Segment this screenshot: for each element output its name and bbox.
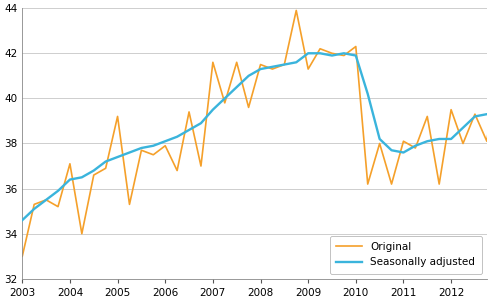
Seasonally adjusted	[103, 160, 109, 163]
Seasonally adjusted	[317, 51, 323, 55]
Seasonally adjusted	[388, 149, 394, 152]
Original	[198, 164, 204, 168]
Seasonally adjusted	[19, 218, 25, 222]
Original	[341, 54, 347, 57]
Seasonally adjusted	[305, 51, 311, 55]
Original	[210, 60, 216, 64]
Seasonally adjusted	[222, 97, 228, 100]
Seasonally adjusted	[448, 137, 454, 141]
Seasonally adjusted	[127, 151, 133, 154]
Original	[448, 108, 454, 111]
Seasonally adjusted	[210, 108, 216, 111]
Seasonally adjusted	[365, 92, 371, 96]
Seasonally adjusted	[281, 63, 287, 66]
Original	[293, 9, 299, 12]
Original	[353, 45, 359, 48]
Original	[424, 115, 430, 118]
Original	[484, 140, 490, 143]
Original	[258, 63, 264, 66]
Seasonally adjusted	[353, 54, 359, 57]
Seasonally adjusted	[424, 140, 430, 143]
Line: Seasonally adjusted: Seasonally adjusted	[22, 53, 491, 220]
Seasonally adjusted	[55, 189, 61, 193]
Seasonally adjusted	[138, 146, 144, 150]
Seasonally adjusted	[377, 137, 382, 141]
Original	[103, 166, 109, 170]
Original	[127, 203, 133, 206]
Original	[460, 142, 466, 145]
Original	[174, 169, 180, 172]
Seasonally adjusted	[246, 74, 251, 78]
Seasonally adjusted	[401, 151, 407, 154]
Original	[150, 153, 156, 156]
Original	[67, 162, 73, 165]
Seasonally adjusted	[186, 128, 192, 132]
Original	[365, 182, 371, 186]
Seasonally adjusted	[329, 54, 335, 57]
Seasonally adjusted	[460, 126, 466, 130]
Original	[91, 173, 97, 177]
Seasonally adjusted	[174, 135, 180, 139]
Original	[329, 51, 335, 55]
Original	[43, 198, 49, 202]
Original	[270, 67, 275, 71]
Original	[222, 101, 228, 105]
Original	[138, 149, 144, 152]
Original	[317, 47, 323, 50]
Line: Original: Original	[22, 11, 491, 256]
Original	[388, 182, 394, 186]
Original	[305, 67, 311, 71]
Seasonally adjusted	[341, 51, 347, 55]
Seasonally adjusted	[472, 115, 478, 118]
Seasonally adjusted	[79, 175, 85, 179]
Original	[412, 146, 418, 150]
Legend: Original, Seasonally adjusted: Original, Seasonally adjusted	[330, 236, 482, 274]
Seasonally adjusted	[31, 207, 37, 211]
Seasonally adjusted	[293, 60, 299, 64]
Original	[472, 112, 478, 116]
Seasonally adjusted	[436, 137, 442, 141]
Seasonally adjusted	[258, 67, 264, 71]
Seasonally adjusted	[198, 121, 204, 125]
Seasonally adjusted	[162, 140, 168, 143]
Original	[377, 142, 382, 145]
Original	[401, 140, 407, 143]
Seasonally adjusted	[91, 169, 97, 172]
Seasonally adjusted	[67, 178, 73, 182]
Seasonally adjusted	[234, 85, 240, 89]
Original	[281, 63, 287, 66]
Seasonally adjusted	[43, 198, 49, 202]
Original	[79, 232, 85, 236]
Original	[55, 205, 61, 208]
Original	[234, 60, 240, 64]
Seasonally adjusted	[270, 65, 275, 69]
Original	[114, 115, 120, 118]
Original	[246, 106, 251, 109]
Original	[436, 182, 442, 186]
Original	[162, 144, 168, 148]
Seasonally adjusted	[412, 144, 418, 148]
Seasonally adjusted	[114, 155, 120, 159]
Seasonally adjusted	[150, 144, 156, 148]
Original	[19, 255, 25, 258]
Original	[31, 203, 37, 206]
Original	[186, 110, 192, 114]
Seasonally adjusted	[484, 112, 490, 116]
